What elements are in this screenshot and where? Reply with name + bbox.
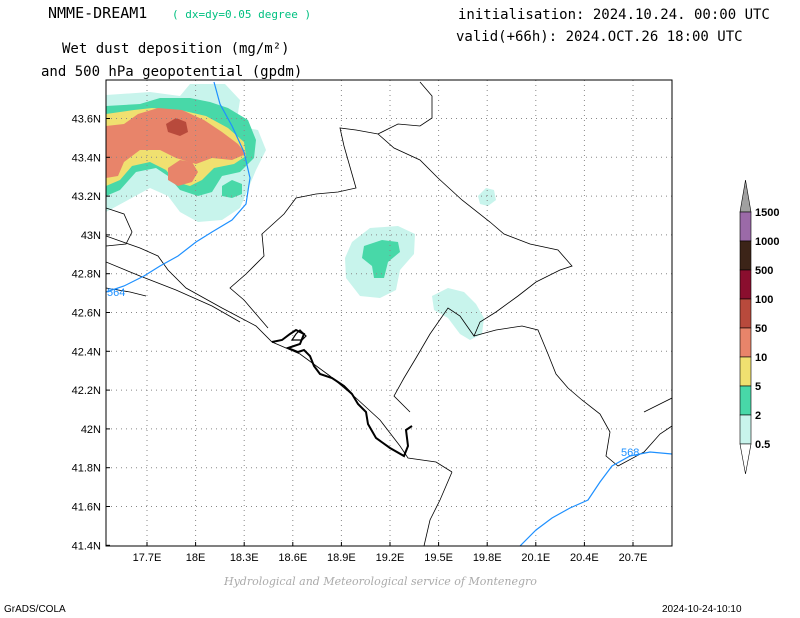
colorbar-swatch	[739, 385, 752, 416]
lon-tick-label: 20.7E	[619, 552, 648, 564]
lat-tick-label: 43.2N	[72, 191, 101, 203]
lat-tick-label: 43N	[81, 230, 101, 242]
lon-tick-label: 18.9E	[327, 552, 356, 564]
field-title-line1: Wet dust deposition (mg/m²)	[62, 41, 290, 57]
initialisation-time: initialisation: 2024.10.24. 00:00 UTC	[458, 7, 770, 23]
lon-tick-label: 18.3E	[230, 552, 259, 564]
lat-tick-label: 43.4N	[72, 152, 101, 164]
colorbar-swatch	[739, 414, 752, 445]
lat-tick-label: 41.4N	[72, 540, 101, 552]
colorbar-bottom-triangle	[739, 443, 752, 475]
colorbar-swatch	[739, 211, 752, 242]
colorbar-level-label: 100	[755, 294, 773, 306]
colorbar-level-label: 1000	[755, 236, 779, 248]
field-title-line2: and 500 hPa geopotential (gpdm)	[41, 64, 303, 80]
lat-tick-label: 42.8N	[72, 269, 101, 281]
lat-tick-label: 41.8N	[72, 463, 101, 475]
resolution-label: ( dx=dy=0.05 degree )	[172, 8, 312, 21]
colorbar-legend: 1500 1000 500 100 50 10 5 2 0.5	[739, 179, 779, 475]
lon-tick-label: 18E	[186, 552, 206, 564]
geopotential-contours	[106, 81, 672, 546]
lat-tick-label: 41.6N	[72, 502, 101, 514]
colorbar-level-label: 5	[755, 381, 761, 393]
contour-label-568: 568	[621, 447, 639, 459]
colorbar-swatch	[739, 327, 752, 358]
lon-tick-label: 17.7E	[133, 552, 162, 564]
colorbar-level-label: 10	[755, 352, 767, 364]
lat-tick-label: 42.4N	[72, 346, 101, 358]
contour-label-564: 564	[107, 287, 125, 299]
map-frame	[105, 79, 673, 547]
valid-time: valid(+66h): 2024.OCT.26 18:00 UTC	[456, 29, 743, 45]
lon-tick-label: 20.1E	[521, 552, 550, 564]
plot-timestamp: 2024-10-24-10:10	[662, 604, 742, 615]
colorbar-level-label: 2	[755, 410, 761, 422]
colorbar-swatch	[739, 240, 752, 271]
colorbar-swatch	[739, 356, 752, 387]
country-borders	[106, 81, 672, 546]
colorbar-swatch	[739, 298, 752, 329]
lon-tick-label: 19.8E	[473, 552, 502, 564]
lon-tick-label: 20.4E	[570, 552, 599, 564]
contour-564	[106, 81, 251, 293]
lon-tick-label: 19.5E	[424, 552, 453, 564]
dust-deposition-shading	[106, 84, 496, 340]
colorbar-swatch	[739, 269, 752, 300]
lat-tick-label: 42.2N	[72, 385, 101, 397]
longitude-tick-labels: 17.7E 18E 18.3E 18.6E 18.9E 19.2E 19.5E 19.8E 20…	[133, 542, 648, 564]
software-label: GrADS/COLA	[4, 604, 66, 615]
lat-tick-label: 42N	[81, 424, 101, 436]
lon-tick-label: 18.6E	[278, 552, 307, 564]
colorbar-level-label: 500	[755, 265, 773, 277]
colorbar-level-label: 1500	[755, 207, 779, 219]
colorbar-level-label: 50	[755, 323, 767, 335]
credit-line: Hydrological and Meteorological service …	[224, 575, 537, 588]
lat-lon-grid	[106, 80, 672, 546]
lat-tick-label: 42.6N	[72, 308, 101, 320]
lon-tick-label: 19.2E	[376, 552, 405, 564]
latitude-tick-labels: 43.6N 43.4N 43.2N 43N 42.8N 42.6N 42.4N 42.2N 42…	[72, 114, 110, 552]
model-title: NMME-DREAM1	[48, 4, 148, 22]
contour-568	[519, 451, 672, 546]
colorbar-level-label: 0.5	[755, 439, 770, 451]
lat-tick-label: 43.6N	[72, 114, 101, 126]
colorbar-top-triangle	[739, 179, 752, 213]
